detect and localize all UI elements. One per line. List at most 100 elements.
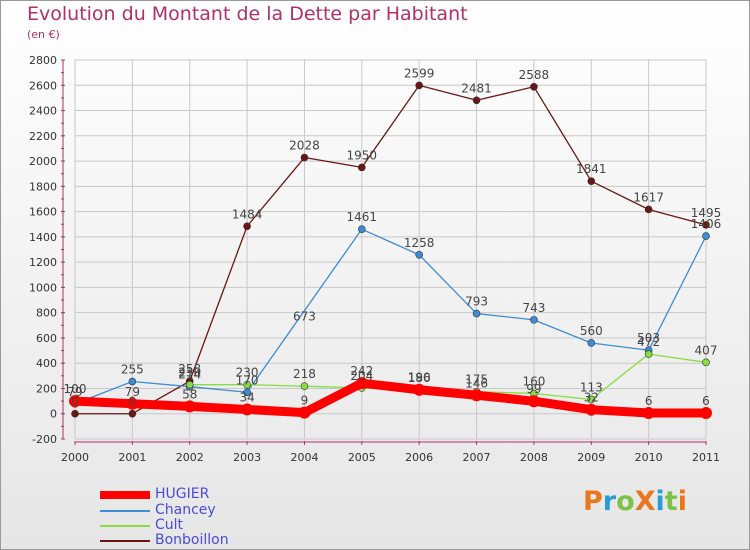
data-point-bonboillon [128, 409, 137, 418]
legend-swatch-chancey [100, 510, 150, 512]
series-line-hugier [70, 378, 711, 418]
data-label-chancey: 1461 [347, 210, 378, 224]
data-point-bonboillon [530, 82, 538, 91]
data-point-chancey [702, 232, 710, 240]
data-label-chancey: 743 [522, 301, 545, 315]
data-point-bonboillon [587, 177, 596, 185]
data-point-bonboillon [702, 221, 710, 229]
legend-swatch-hugier [100, 491, 150, 499]
legend-item-chancey: Chancey [100, 502, 300, 519]
chart-title: Evolution du Montant de la Dette par Hab… [27, 3, 468, 25]
y-tick-label: 2200 [29, 130, 57, 143]
data-label-bonboillon: 0 [71, 395, 79, 409]
data-point-cult [702, 358, 710, 367]
data-label-cult: 204 [350, 369, 373, 383]
data-point-hugier [126, 397, 139, 410]
data-label-cult: 160 [522, 375, 545, 389]
logo-letter: P [583, 486, 603, 517]
data-label-bonboillon: 2599 [404, 66, 435, 80]
y-tick-label: 2400 [29, 105, 57, 118]
data-point-hugier [298, 406, 311, 419]
data-label-cult: 230 [178, 366, 201, 380]
data-point-bonboillon [472, 96, 481, 105]
legend-item-bonboillon: Bonboillon [100, 532, 300, 549]
data-point-bonboillon [71, 409, 79, 418]
data-label-chancey: 214 [178, 368, 201, 382]
data-point-cult [587, 395, 596, 404]
data-label-hugier: 79 [125, 385, 140, 399]
x-tick-label: 2002 [176, 451, 204, 464]
axes: -200020040060080010001200140016001800200… [29, 54, 720, 464]
legend-label-cult: Cult [155, 517, 184, 533]
data-point-bonboillon [644, 205, 653, 214]
data-point-cult [185, 380, 194, 389]
logo-letter: r [602, 486, 617, 517]
series-line-bonboillon [74, 84, 707, 415]
data-label-bonboillon: 2028 [289, 139, 320, 153]
y-tick-label: 1200 [29, 256, 57, 269]
data-point-chancey [358, 225, 366, 233]
y-tick-label: 1800 [29, 180, 57, 193]
data-point-cult [644, 350, 653, 358]
y-tick-label: 600 [36, 332, 57, 345]
data-label-cult: 407 [695, 343, 718, 357]
logo-letter: i [677, 486, 687, 517]
data-point-hugier [585, 403, 598, 416]
data-point-cult [243, 380, 251, 389]
y-tick-label: 2800 [29, 54, 57, 67]
data-point-hugier [69, 395, 81, 408]
data-point-chancey [128, 377, 137, 386]
data-point-hugier [183, 400, 196, 413]
data-label-cult: 472 [637, 335, 660, 349]
legend-item-hugier: HUGIER [100, 486, 300, 503]
data-point-hugier [355, 377, 368, 390]
data-label-bonboillon: 258 [178, 362, 201, 376]
data-label-bonboillon: 1950 [347, 148, 378, 162]
x-tick-label: 2004 [290, 451, 318, 464]
data-point-hugier [527, 395, 540, 408]
series-line-chancey [74, 228, 707, 405]
y-tick-label: 800 [36, 307, 57, 320]
logo-letter: X [634, 486, 656, 517]
y-tick-label: 1400 [29, 231, 57, 244]
data-point-hugier [470, 389, 483, 402]
x-tick-label: 2008 [520, 451, 548, 464]
x-tick-label: 2009 [577, 451, 605, 464]
data-label-hugier: 146 [465, 376, 488, 390]
data-point-cult [300, 382, 309, 390]
data-label-bonboillon: 1617 [633, 190, 664, 204]
legend-swatch-cult [100, 525, 150, 527]
data-label-bonboillon: 0 [129, 395, 137, 409]
data-label-cult: 218 [293, 367, 316, 381]
data-label-hugier: 242 [350, 364, 373, 378]
x-tick-label: 2011 [692, 451, 720, 464]
y-tick-label: 200 [36, 382, 57, 395]
data-label-bonboillon: 1484 [232, 207, 263, 221]
data-point-chancey [587, 339, 596, 347]
logo-letter: o [616, 486, 635, 517]
data-label-cult: 175 [465, 373, 488, 387]
data-point-hugier [241, 403, 254, 416]
logo-letter: t [664, 486, 678, 517]
legend-swatch-bonboillon [100, 540, 150, 542]
data-label-chancey: 793 [465, 295, 488, 309]
data-label-bonboillon: 2588 [519, 68, 550, 82]
y-tick-label: 2600 [29, 79, 57, 92]
data-label-chancey: 1258 [404, 236, 435, 250]
data-label-bonboillon: 1841 [576, 162, 607, 176]
chart-subtitle: (en €) [27, 28, 60, 41]
data-label-hugier: 58 [182, 387, 197, 401]
y-tick-label: 400 [36, 357, 57, 370]
data-label-hugier: 9 [301, 394, 309, 408]
data-point-bonboillon [415, 81, 423, 90]
x-tick-label: 2007 [463, 451, 491, 464]
y-tick-label: 1600 [29, 206, 57, 219]
data-label-hugier: 34 [239, 390, 254, 404]
data-point-hugier [700, 406, 712, 419]
data-label-hugier: 100 [64, 382, 87, 396]
data-point-bonboillon [358, 163, 366, 172]
data-label-chancey: 673 [293, 310, 316, 324]
x-tick-label: 2010 [635, 451, 663, 464]
